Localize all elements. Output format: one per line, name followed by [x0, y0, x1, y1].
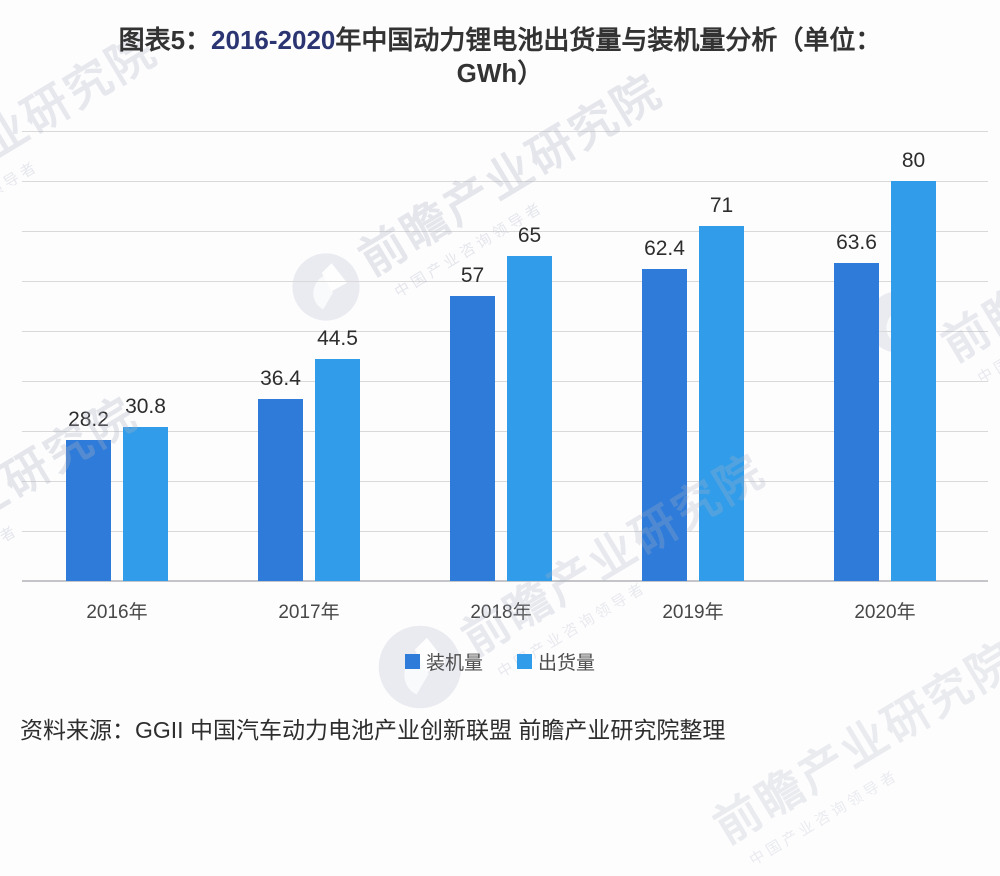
- chart-title-line2: GWh）: [456, 58, 544, 88]
- title-year-range: 2016-2020: [211, 25, 336, 55]
- bar-shipments-2: [507, 256, 552, 581]
- gridline: [22, 431, 988, 432]
- x-axis-label-4: 2020年: [854, 602, 916, 623]
- gridline: [22, 181, 988, 182]
- value-label-shipments-3: 71: [709, 194, 734, 217]
- x-axis-label-1: 2017年: [278, 602, 340, 623]
- legend-label-shipments: 出货量: [538, 653, 596, 674]
- bar-shipments-3: [699, 226, 744, 581]
- bar-shipments-1: [315, 358, 360, 581]
- gridline: [22, 131, 988, 132]
- bar-shipments-4: [891, 181, 936, 581]
- gridline: [22, 381, 988, 382]
- legend-item-shipments: 出货量: [517, 648, 595, 675]
- legend-item-installed-capacity: 装机量: [404, 648, 483, 675]
- bar-installed-capacity-2: [450, 296, 495, 581]
- source-note: 资料来源：GGII 中国汽车动力电池产业创新联盟 前瞻产业研究院整理: [20, 717, 726, 743]
- value-label-installed-capacity-4: 63.6: [836, 231, 877, 254]
- bar-installed-capacity-3: [642, 269, 687, 581]
- bar-installed-capacity-0: [66, 440, 111, 581]
- x-axis-line: [22, 580, 988, 582]
- gridline: [22, 331, 988, 332]
- value-label-installed-capacity-0: 28.2: [68, 408, 109, 431]
- bar-shipments-0: [123, 427, 168, 581]
- value-label-shipments-0: 30.8: [125, 395, 166, 418]
- title-suffix: 年中国动力锂电池出货量与装机量分析（单位：: [335, 25, 882, 55]
- gridline: [22, 531, 988, 532]
- legend-swatch-installed-capacity: [404, 654, 420, 669]
- x-axis-label-0: 2016年: [86, 602, 148, 623]
- bar-installed-capacity-1: [258, 399, 303, 581]
- bar-installed-capacity-4: [834, 263, 879, 581]
- value-label-shipments-4: 80: [901, 149, 926, 172]
- gridline: [22, 481, 988, 482]
- x-axis-label-3: 2019年: [662, 602, 724, 623]
- legend-label-installed-capacity: 装机量: [425, 653, 483, 674]
- gridline: [22, 281, 988, 282]
- value-label-shipments-1: 44.5: [317, 326, 358, 350]
- title-prefix: 图表5：: [118, 25, 212, 55]
- x-axis-label-2: 2018年: [470, 602, 532, 623]
- value-label-installed-capacity-1: 36.4: [260, 367, 301, 390]
- chart-title: 图表5：2016-2020年中国动力锂电池出货量与装机量分析（单位： GWh）: [0, 24, 1000, 90]
- chart-legend: 装机量 出货量: [0, 648, 1000, 675]
- value-label-installed-capacity-2: 57: [460, 264, 485, 287]
- gridline: [22, 231, 988, 232]
- legend-swatch-shipments: [517, 654, 532, 669]
- chart-plot-area: 28.2 30.8 2016年 36.4 44.5 2017年 57 65 2018年 62.4 7…: [22, 131, 988, 623]
- value-label-installed-capacity-3: 62.4: [644, 237, 685, 260]
- chart-title-line1: 图表5：2016-2020年中国动力锂电池出货量与装机量分析（单位：: [0, 24, 1000, 57]
- value-label-shipments-2: 65: [517, 224, 542, 247]
